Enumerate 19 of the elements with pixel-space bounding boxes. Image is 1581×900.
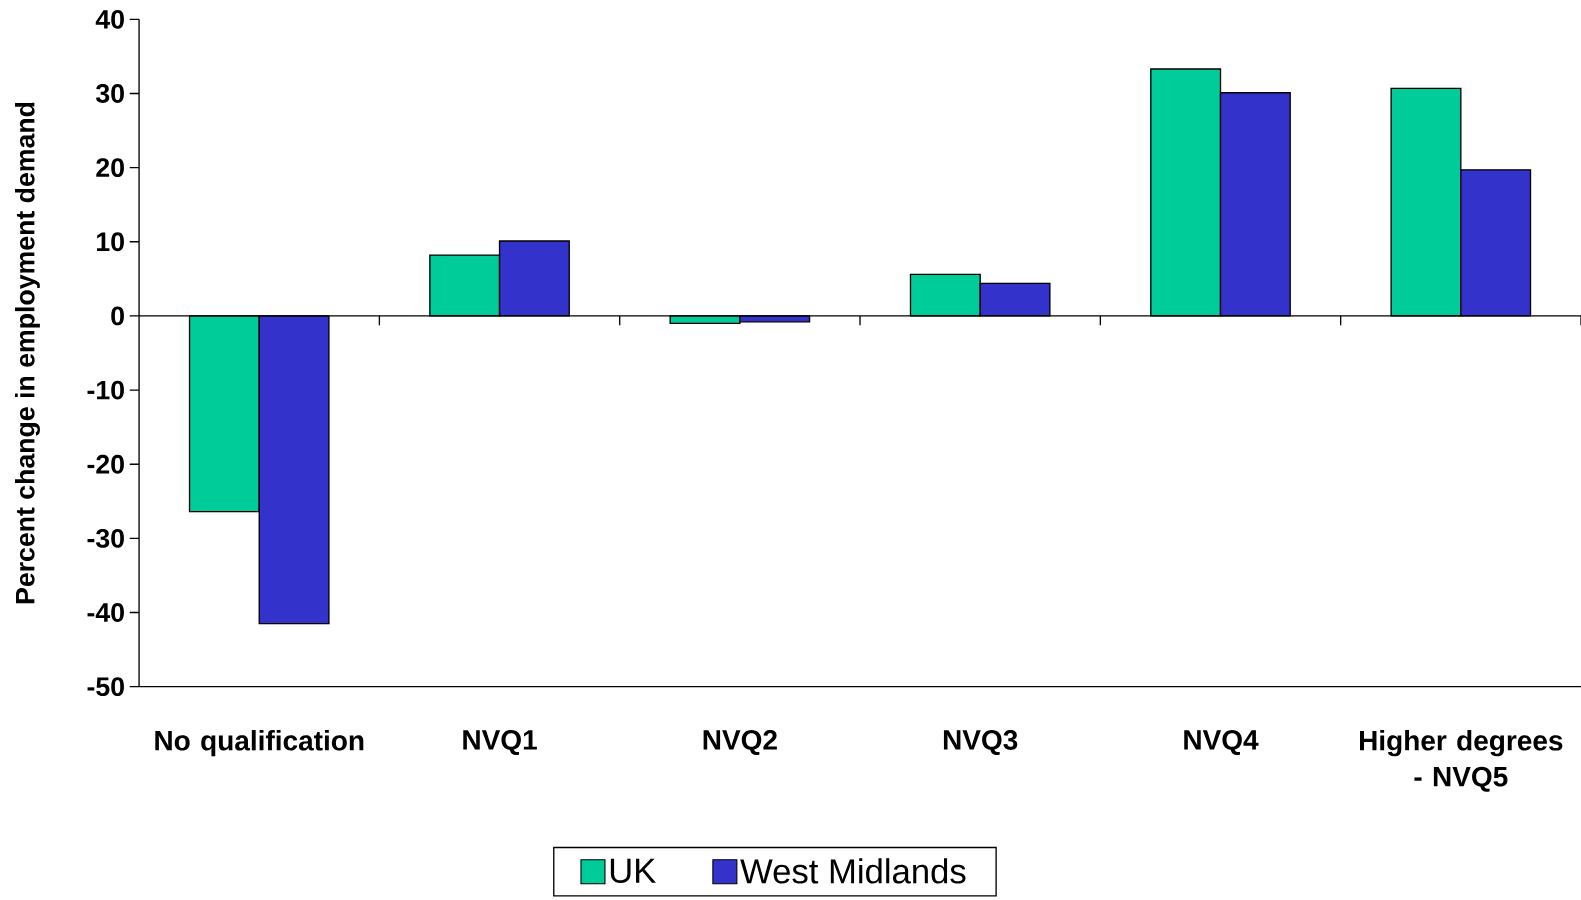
legend-label: UK	[610, 858, 656, 883]
y-tick-label: -50	[87, 677, 124, 697]
legend-label: West Midlands	[740, 858, 966, 884]
x-tick-label: NVQ2	[703, 730, 777, 756]
y-tick-label: -20	[87, 454, 124, 474]
x-tick-label: NVQ4	[1184, 730, 1259, 756]
y-tick-label: 30	[95, 84, 124, 103]
x-tick-label: NVQ1	[463, 730, 537, 756]
y-tick-label: -40	[87, 603, 124, 622]
y-tick-label: 20	[96, 158, 124, 178]
y-tick-label: 10	[97, 232, 124, 252]
y-tick-label: -30	[87, 528, 124, 548]
x-tick-label: NVQ3	[943, 730, 1018, 756]
y-tick-label: 0	[111, 306, 124, 326]
y-tick-label: 40	[95, 9, 124, 29]
x-tick-label: Higher degrees - NVQ5	[1360, 730, 1563, 792]
y-tick-label: -10	[87, 380, 124, 400]
x-tick-label: No qualification	[155, 730, 364, 757]
y-axis-title: Percent change in employment demand	[15, 102, 40, 604]
